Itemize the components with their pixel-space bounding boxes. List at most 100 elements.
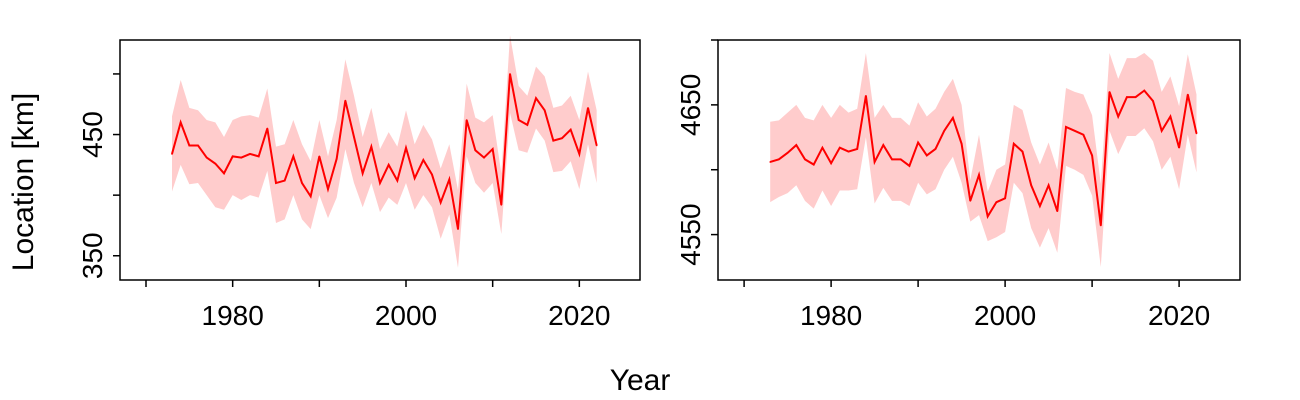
data-point (249, 153, 251, 155)
data-point (891, 158, 893, 161)
left-panel: 1980 2000 2020 350 450 (77, 35, 641, 331)
data-point (327, 188, 329, 190)
data-point (1039, 205, 1041, 207)
data-point (205, 156, 208, 159)
confidence-band (770, 52, 1197, 268)
data-point (1117, 115, 1119, 118)
data-point (413, 177, 416, 179)
data-point (1143, 89, 1146, 92)
data-point (431, 173, 433, 176)
data-point (1178, 146, 1180, 149)
data-point (795, 144, 798, 146)
data-point (839, 146, 841, 149)
data-point (1004, 197, 1006, 200)
data-point (908, 165, 911, 167)
data-point (1169, 115, 1172, 118)
data-point (804, 158, 806, 161)
data-point (283, 179, 286, 182)
data-point (786, 152, 789, 154)
data-point (396, 179, 399, 182)
data-point (465, 119, 468, 121)
y-tick-label: 450 (77, 111, 108, 158)
data-point (821, 146, 824, 149)
data-point (812, 163, 815, 166)
data-point (995, 201, 998, 203)
data-point (1126, 96, 1128, 98)
data-point (873, 161, 876, 163)
x-tick-label: 1980 (202, 300, 264, 331)
data-point (587, 107, 589, 109)
data-point (917, 141, 919, 144)
data-point (561, 137, 563, 139)
data-point (543, 109, 546, 112)
data-point (214, 162, 217, 165)
data-point (1047, 184, 1050, 187)
data-point (1160, 130, 1163, 132)
data-point (926, 154, 928, 157)
data-point (535, 97, 537, 99)
data-point (240, 156, 243, 159)
x-tick-label: 2020 (1148, 300, 1210, 331)
data-point (483, 156, 485, 159)
data-point (578, 153, 581, 155)
data-point (1073, 130, 1076, 132)
data-point (1021, 150, 1024, 153)
y-tick-label: 4550 (675, 203, 706, 265)
data-point (301, 182, 303, 184)
data-point (1152, 100, 1154, 102)
data-point (969, 200, 972, 202)
data-point (457, 228, 459, 230)
data-point (491, 148, 494, 150)
data-point (275, 182, 277, 184)
data-point (509, 73, 511, 75)
series-line (171, 73, 598, 230)
data-point (1195, 132, 1198, 135)
x-axis-title: Year (610, 364, 671, 397)
x-tick-label: 2000 (375, 300, 437, 331)
data-point (353, 136, 355, 138)
data-point (335, 157, 338, 160)
data-point (1100, 224, 1102, 227)
data-point (1187, 93, 1189, 96)
series-line (769, 89, 1198, 226)
data-point (318, 155, 321, 158)
x-tick-label: 2020 (548, 300, 610, 331)
data-point (595, 144, 598, 147)
data-point (500, 204, 503, 206)
data-point (171, 153, 173, 155)
data-point (257, 155, 260, 158)
y-axis-title: Location [km] (7, 93, 40, 271)
data-point (934, 148, 937, 150)
data-point (422, 159, 425, 161)
data-point (266, 127, 269, 130)
data-point (439, 201, 442, 204)
data-point (231, 155, 234, 158)
data-point (1134, 96, 1137, 98)
data-point (517, 119, 520, 121)
data-point (1082, 133, 1085, 136)
data-point (830, 162, 832, 165)
data-point (448, 178, 451, 181)
data-point (379, 182, 381, 184)
y-tick-label: 4650 (675, 74, 706, 136)
data-point (474, 149, 477, 152)
data-point (943, 130, 945, 132)
data-point (978, 174, 980, 176)
data-point (197, 144, 199, 147)
data-point (188, 144, 191, 147)
x-tick-label: 2000 (974, 300, 1036, 331)
data-point (1108, 91, 1111, 93)
data-point (1056, 210, 1059, 213)
data-point (552, 139, 555, 142)
data-point (223, 172, 225, 175)
data-point (769, 161, 771, 163)
data-point (1013, 142, 1015, 145)
data-point (960, 142, 963, 145)
data-point (986, 215, 989, 218)
x-tick-label: 1980 (800, 300, 862, 331)
data-point (179, 121, 182, 124)
data-point (370, 145, 373, 148)
plot-frame (119, 39, 641, 281)
data-point (526, 124, 529, 126)
